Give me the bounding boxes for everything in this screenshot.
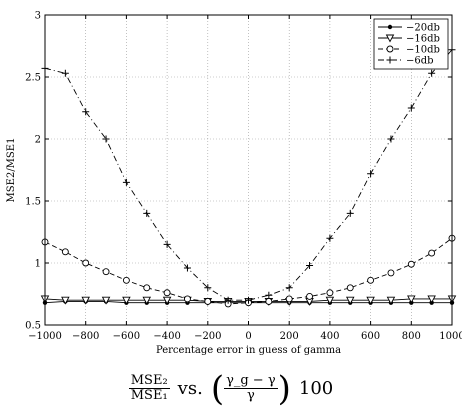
series-2 [41, 234, 456, 308]
data-point-marker [122, 276, 130, 284]
data-point-marker [82, 108, 90, 116]
data-point-marker [367, 276, 375, 284]
data-point-marker [204, 284, 212, 292]
data-point-marker [122, 178, 130, 186]
data-point-marker [407, 295, 416, 304]
data-point-marker [407, 104, 415, 112]
caption-vs: vs. [177, 378, 203, 399]
y-axis-label: MSE2/MSE1 [6, 138, 17, 203]
data-point-marker [143, 284, 151, 292]
data-point-marker [346, 284, 354, 292]
data-point-marker [345, 296, 355, 305]
data-point-marker [325, 296, 335, 305]
caption-factor: 100 [298, 378, 334, 399]
data-point-marker [183, 295, 191, 303]
data-point-marker [407, 260, 415, 268]
data-point-marker [204, 297, 212, 305]
data-point-marker [61, 69, 69, 77]
data-point-marker [162, 296, 172, 305]
x-tick-label: −800 [72, 331, 99, 342]
chart: −1000 −800 −600 −400 −200 0 200 400 600 800 1000 0.… [6, 11, 462, 357]
data-point-marker [102, 135, 110, 143]
x-axis-label: Percentage error in guess of gamma [156, 345, 341, 356]
series-line [44, 237, 453, 305]
legend-entry: −6db [378, 56, 434, 67]
data-point-marker [366, 296, 375, 305]
legend-entry: −16db [378, 34, 440, 45]
data-point-marker [285, 284, 293, 292]
gamma-error-numerator: γ_g − γ [224, 372, 278, 389]
x-tick-label: 800 [402, 331, 421, 342]
x-tick-label: −200 [194, 331, 221, 342]
legend: −20db−16db−10db−6db [373, 18, 449, 70]
data-point-marker [61, 248, 69, 256]
data-point-marker [82, 259, 90, 267]
gamma-error-fraction: γ_g − γ γ [224, 372, 278, 404]
legend-label: −10db [406, 45, 440, 56]
mse-ratio-denominator: MSE₁ [130, 388, 168, 403]
gamma-error-denominator: γ [246, 388, 255, 403]
legend-label: −20db [406, 23, 440, 34]
data-point-marker [245, 296, 252, 304]
data-point-marker [142, 296, 152, 305]
axis-ticks: −1000 −800 −600 −400 −200 0 200 400 600 800 1000 0.… [25, 11, 462, 343]
data-point-marker [265, 297, 273, 305]
data-point-marker [265, 291, 273, 299]
data-point-marker [306, 293, 313, 300]
legend-entry: −10db [378, 45, 440, 56]
x-tick-label: 600 [361, 331, 380, 342]
data-point-marker [386, 296, 396, 305]
data-point-marker [285, 295, 293, 303]
data-point-marker [427, 295, 436, 304]
data-point-marker [367, 170, 375, 178]
data-point-marker [224, 296, 232, 304]
y-tick-label: 1.5 [25, 197, 41, 208]
data-point-marker [122, 296, 131, 305]
data-point-marker [102, 268, 110, 276]
data-point-marker [428, 69, 436, 77]
caption-formula: MSE₂ MSE₁ vs. ( γ_g − γ γ ) 100 [0, 360, 462, 417]
data-point-marker [101, 296, 111, 305]
series-layer [40, 46, 457, 308]
data-point-marker [143, 209, 151, 217]
data-point-marker [163, 289, 171, 297]
right-paren: ) [277, 368, 291, 409]
data-point-marker [387, 269, 395, 277]
data-point-marker [326, 289, 334, 297]
data-point-marker [306, 261, 314, 269]
legend-marker [387, 24, 393, 30]
data-point-marker [326, 234, 334, 242]
x-tick-label: 0 [245, 331, 251, 342]
x-tick-label: −400 [153, 331, 180, 342]
x-tick-label: 200 [280, 331, 299, 342]
data-point-marker [61, 296, 70, 305]
legend-marker [386, 45, 394, 53]
y-tick-label: 2.5 [25, 73, 41, 84]
y-tick-label: 2 [35, 135, 41, 146]
legend-marker [385, 34, 395, 43]
data-point-marker [163, 240, 171, 248]
legend-label: −6db [406, 56, 434, 67]
data-point-marker [428, 249, 436, 257]
legend-entry: −20db [378, 23, 440, 34]
mse-ratio-fraction: MSE₂ MSE₁ [128, 372, 170, 404]
y-tick-label: 0.5 [25, 321, 41, 332]
series-line [44, 49, 453, 301]
x-tick-label: −600 [113, 331, 140, 342]
left-paren: ( [210, 368, 225, 409]
legend-label: −16db [406, 34, 440, 45]
data-point-marker [346, 209, 354, 217]
mse-ratio-numerator: MSE₂ [128, 372, 170, 389]
data-point-marker [183, 264, 191, 272]
y-tick-label: 1 [35, 259, 41, 270]
x-tick-label: 400 [320, 331, 339, 342]
x-tick-label: −1000 [28, 331, 62, 342]
y-tick-label: 3 [35, 11, 41, 22]
series-3 [41, 46, 456, 304]
data-point-marker [387, 135, 395, 143]
data-point-marker [81, 296, 90, 305]
x-tick-label: 1000 [439, 331, 462, 342]
legend-marker [386, 56, 394, 64]
